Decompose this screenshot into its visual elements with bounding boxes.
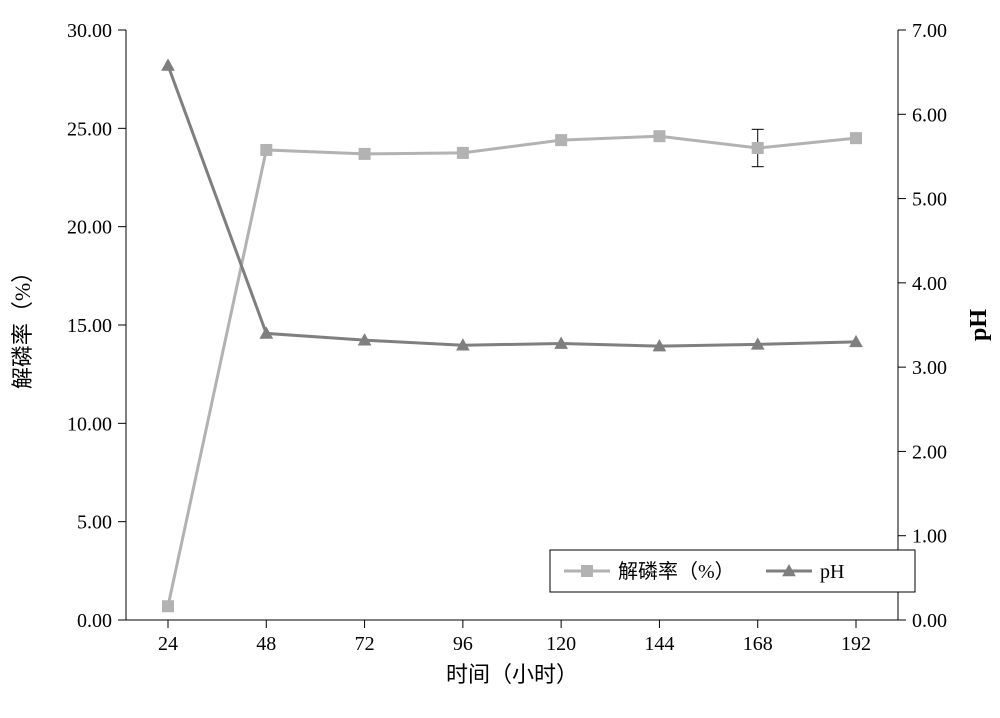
legend-label: pH: [820, 561, 844, 583]
marker-square: [851, 133, 862, 144]
y-left-tick-label: 25.00: [67, 118, 112, 140]
marker-square: [556, 135, 567, 146]
marker-square: [359, 148, 370, 159]
marker-square: [752, 143, 763, 154]
y-left-tick-label: 15.00: [67, 315, 112, 337]
y-left-tick-label: 10.00: [67, 413, 112, 435]
marker-square: [457, 147, 468, 158]
x-tick-label: 120: [546, 633, 576, 655]
y-right-tick-label: 3.00: [912, 357, 947, 379]
y-right-tick-label: 7.00: [912, 20, 947, 42]
x-tick-label: 192: [841, 633, 871, 655]
marker-square: [261, 144, 272, 155]
y-right-axis-title: pH: [966, 309, 992, 341]
legend-label: 解磷率（%）: [618, 560, 735, 583]
y-right-tick-label: 2.00: [912, 441, 947, 463]
y-right-tick-label: 1.00: [912, 526, 947, 548]
dual-axis-line-chart: 0.00 5.00 10.00 15.00 20.00 25.00 30.00 0.00 1.0…: [0, 0, 1000, 718]
marker-square: [654, 131, 665, 142]
marker-square: [582, 566, 593, 577]
y-left-tick-label: 5.00: [77, 512, 112, 534]
marker-triangle: [162, 59, 174, 70]
y-right-tick-label: 5.00: [912, 189, 947, 211]
x-axis-title: 时间（小时）: [446, 662, 578, 687]
x-tick-label: 24: [158, 633, 178, 655]
y-left-tick-label: 30.00: [67, 20, 112, 42]
x-tick-label: 168: [743, 633, 773, 655]
y-right-tick-label: 6.00: [912, 104, 947, 126]
legend: 解磷率（%） pH: [550, 550, 915, 592]
x-tick-label: 96: [453, 633, 473, 655]
series-line: [168, 65, 856, 346]
y-right-tick-label: 4.00: [912, 273, 947, 295]
x-tick-label: 144: [644, 633, 674, 655]
marker-square: [163, 601, 174, 612]
x-tick-label: 48: [256, 633, 276, 655]
y-left-tick-label: 0.00: [77, 610, 112, 632]
y-right-tick-label: 0.00: [912, 610, 947, 632]
series-line: [168, 136, 856, 606]
y-left-axis-title: 解磷率（%）: [10, 261, 35, 389]
y-left-tick-label: 20.00: [67, 217, 112, 239]
x-tick-label: 72: [355, 633, 375, 655]
